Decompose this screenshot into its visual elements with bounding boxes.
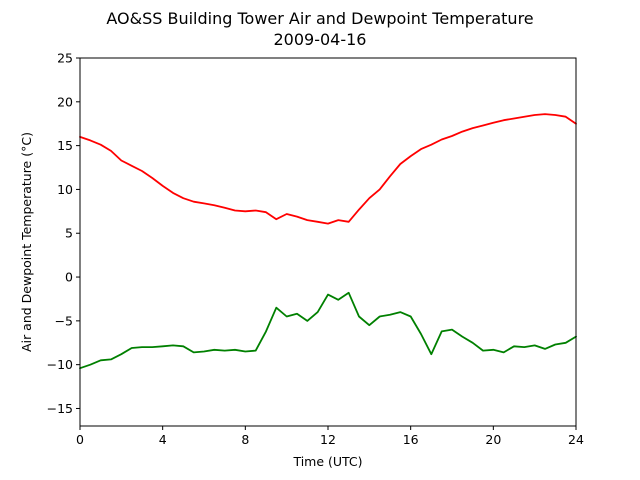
y-tick-label: 20 [57, 94, 73, 109]
x-tick-label: 8 [241, 432, 249, 447]
y-tick-label: 10 [57, 182, 73, 197]
plot-area: 0 4 8 12 16 20 24 −15 −10 −5 0 5 10 15 20 25 [47, 51, 584, 448]
chart-title: AO&SS Building Tower Air and Dewpoint Te… [106, 9, 533, 28]
y-tick-label: −5 [55, 313, 73, 328]
x-tick-label: 4 [159, 432, 167, 447]
y-axis: −15 −10 −5 0 5 10 15 20 25 [47, 51, 80, 416]
y-tick-label: 15 [57, 138, 73, 153]
x-tick-label: 24 [568, 432, 584, 447]
x-tick-label: 20 [485, 432, 501, 447]
x-axis-label: Time (UTC) [292, 454, 362, 469]
x-tick-label: 12 [320, 432, 336, 447]
y-tick-label: −10 [47, 357, 73, 372]
dewpoint-temperature-line [79, 291, 577, 370]
y-tick-label: 25 [57, 51, 73, 66]
air-temperature-line [79, 113, 577, 225]
y-tick-label: −15 [47, 401, 73, 416]
y-tick-label: 0 [65, 270, 73, 285]
x-tick-label: 0 [76, 432, 84, 447]
series-layer [79, 113, 577, 370]
y-tick-label: 5 [65, 226, 73, 241]
y-axis-label: Air and Dewpoint Temperature (°C) [19, 132, 34, 352]
x-axis: 0 4 8 12 16 20 24 [76, 426, 584, 447]
chart-subtitle: 2009-04-16 [274, 30, 367, 49]
x-tick-label: 16 [403, 432, 419, 447]
